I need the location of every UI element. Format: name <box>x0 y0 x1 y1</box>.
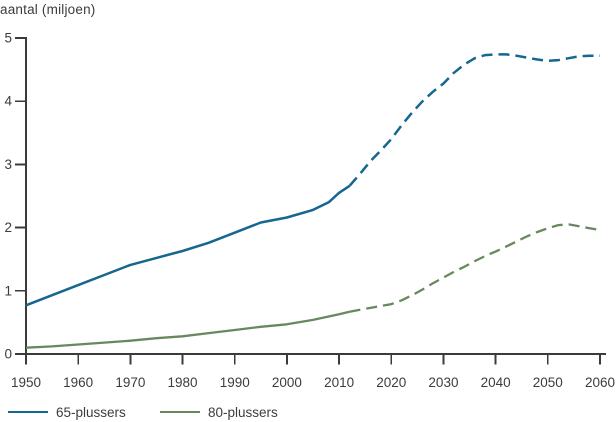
y-tick-label: 5 <box>4 31 12 46</box>
legend-item-80-plussers: 80-plussers <box>160 403 278 421</box>
legend-item-65-plussers: 65-plussers <box>8 403 126 421</box>
y-tick-label: 3 <box>4 157 12 172</box>
x-tick-label: 1990 <box>220 375 250 390</box>
x-tick-label: 2060 <box>585 375 615 390</box>
series-line-65-plussers-solid <box>25 184 351 307</box>
x-tick-label: 1950 <box>11 375 41 390</box>
legend-label-80-plussers: 80-plussers <box>208 404 278 420</box>
y-tick-label: 1 <box>4 283 12 298</box>
y-axis-title: aantal (miljoen) <box>0 2 96 17</box>
x-tick-label: 1970 <box>115 375 145 390</box>
x-tick-label: 2000 <box>272 375 302 390</box>
x-tick-label: 2010 <box>324 375 354 390</box>
series-line-80-plussers-solid <box>25 310 350 349</box>
x-tick-label: 2020 <box>376 375 406 390</box>
series-line-65-plussers-dashed <box>348 53 600 187</box>
x-tick-label: 1980 <box>168 375 198 390</box>
y-tick-label: 0 <box>4 347 12 362</box>
x-tick-label: 2030 <box>428 375 458 390</box>
y-tick-label: 4 <box>4 94 12 109</box>
series-line-80-plussers-dashed <box>349 223 601 313</box>
y-tick-label: 2 <box>4 220 12 235</box>
x-tick-label: 2050 <box>533 375 563 390</box>
x-tick-label: 2040 <box>481 375 511 390</box>
legend-swatch-65-plussers <box>8 411 48 413</box>
legend-swatch-80-plussers <box>160 411 200 413</box>
legend-label-65-plussers: 65-plussers <box>56 404 126 420</box>
x-tick-label: 1960 <box>63 375 93 390</box>
